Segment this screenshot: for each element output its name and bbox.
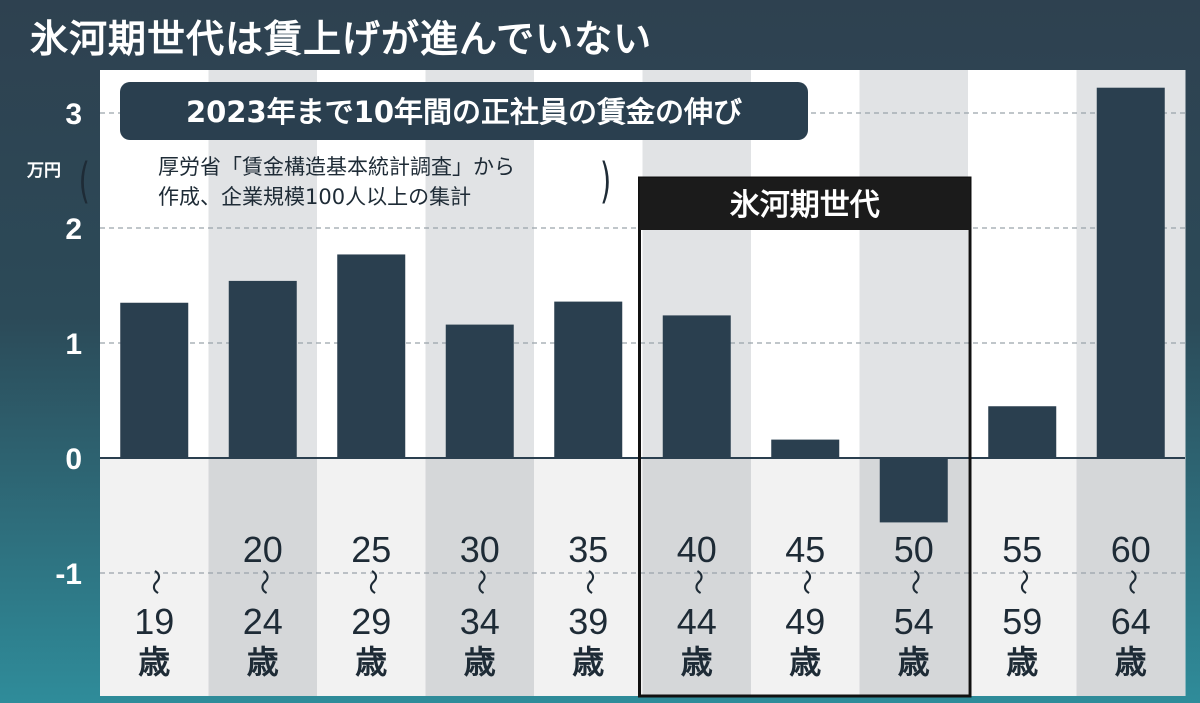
category-label-bottom: 44 [677, 601, 717, 642]
category-range-mark: 〜 [465, 569, 495, 595]
category-label-top: 60 [1111, 529, 1151, 570]
category-age-suffix: 歳 [572, 643, 604, 681]
bar [337, 254, 406, 458]
source-paren-open: ( [79, 153, 90, 209]
bars [120, 87, 1165, 523]
category-label-top: 30 [460, 529, 500, 570]
category-band [751, 70, 860, 696]
category-age-suffix: 歳 [681, 643, 713, 681]
bar [662, 315, 731, 458]
category-range-mark: 〜 [1007, 569, 1037, 595]
bar [120, 302, 189, 458]
category-label-top: 25 [351, 529, 391, 570]
source-paren-close: ) [600, 153, 611, 209]
bar [228, 280, 297, 458]
bar [879, 458, 948, 523]
highlight-label: 氷河期世代 [730, 188, 880, 223]
y-tick-label: -1 [55, 558, 82, 591]
category-range-mark: 〜 [573, 569, 603, 595]
bar [771, 439, 840, 458]
category-label-top: 50 [894, 529, 934, 570]
bar [988, 406, 1057, 458]
category-range-mark: 〜 [682, 569, 712, 595]
category-label-bottom: 39 [568, 601, 608, 642]
category-range-mark: 〜 [1116, 569, 1146, 595]
chart-title: 氷河期世代は賃上げが進んでいない [30, 17, 653, 61]
category-range-mark: 〜 [790, 569, 820, 595]
category-band [968, 70, 1077, 696]
category-age-suffix: 歳 [898, 643, 930, 681]
category-labels: 〜19歳20〜24歳25〜29歳30〜34歳35〜39歳40〜44歳45〜49歳… [134, 529, 1151, 681]
category-label-top: 20 [243, 529, 283, 570]
y-tick-label: 2 [65, 213, 82, 246]
category-label-bottom: 34 [460, 601, 500, 642]
category-age-suffix: 歳 [1115, 643, 1147, 681]
category-age-suffix: 歳 [789, 643, 821, 681]
category-range-mark: 〜 [248, 569, 278, 595]
y-tick-label: 3 [65, 98, 82, 131]
source-note-line2: 作成、企業規模100人以上の集計 [158, 185, 471, 209]
category-age-suffix: 歳 [464, 643, 496, 681]
highlight-label-background [639, 178, 970, 230]
category-label-bottom: 24 [243, 601, 283, 642]
category-label-top: 55 [1002, 529, 1042, 570]
y-unit-label: 万円 [26, 161, 61, 181]
category-age-suffix: 歳 [247, 643, 279, 681]
chart-subtitle: 2023年まで10年間の正社員の賃金の伸び [186, 95, 742, 129]
category-label-bottom: 64 [1111, 601, 1151, 642]
category-band [859, 70, 969, 696]
category-label-top: 35 [568, 529, 608, 570]
negative-region [100, 458, 1185, 696]
category-range-mark: 〜 [899, 569, 929, 595]
category-label-bottom: 19 [134, 601, 174, 642]
category-label-bottom: 49 [785, 601, 825, 642]
category-age-suffix: 歳 [138, 643, 170, 681]
subtitle-background [120, 82, 808, 140]
y-axis: 3 2 1 0 -1 万円 [26, 98, 82, 591]
bar [1096, 87, 1165, 458]
category-label-bottom: 59 [1002, 601, 1042, 642]
bar [445, 324, 514, 458]
category-label-bottom: 29 [351, 601, 391, 642]
category-label-top: 45 [785, 529, 825, 570]
source-note-line1: 厚労省「賃金構造基本統計調査」から [158, 155, 515, 179]
annotations: 2023年まで10年間の正社員の賃金の伸び ( 厚労省「賃金構造基本統計調査」から作… [79, 82, 808, 209]
category-age-suffix: 歳 [355, 643, 387, 681]
category-range-mark: 〜 [139, 569, 169, 595]
category-age-suffix: 歳 [1006, 643, 1038, 681]
category-range-mark: 〜 [356, 569, 386, 595]
bar [554, 301, 623, 458]
highlight-group: 氷河期世代 [638, 176, 972, 698]
category-label-bottom: 54 [894, 601, 934, 642]
y-tick-label: 1 [65, 328, 82, 361]
category-label-top: 40 [677, 529, 717, 570]
y-tick-label: 0 [65, 443, 82, 476]
